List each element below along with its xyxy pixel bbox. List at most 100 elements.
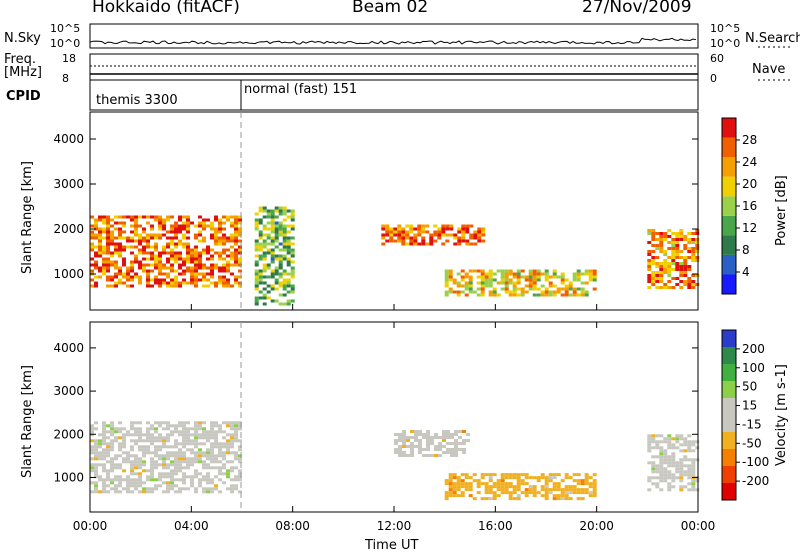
echo-cell	[214, 215, 218, 219]
echo-cell	[134, 442, 138, 446]
nave-tick-bottom: 0	[710, 72, 717, 85]
echo-cell	[254, 248, 259, 252]
echo-cell	[254, 239, 259, 243]
echo-cell	[202, 487, 206, 491]
echo-cell	[691, 286, 696, 289]
echo-cell	[186, 221, 190, 225]
echo-cell	[588, 269, 593, 273]
echo-cell	[679, 461, 684, 465]
echo-cell	[461, 224, 466, 228]
echo-cell	[488, 497, 493, 501]
echo-cell	[413, 233, 418, 237]
echo-cell	[238, 218, 242, 222]
echo-cell	[488, 479, 493, 483]
echo-cell	[651, 259, 656, 262]
echo-cell	[667, 241, 672, 244]
time-x-axis: 00:00 04:00 08:00 12:00 16:00 20:00 00:00	[73, 304, 715, 533]
echo-cell	[675, 232, 680, 235]
echo-cell	[572, 275, 577, 279]
echo-cell	[456, 494, 461, 498]
echo-cell	[462, 439, 466, 442]
echo-cell	[182, 472, 186, 476]
echo-cell	[560, 491, 565, 495]
echo-cell	[142, 251, 146, 255]
echo-cell	[102, 466, 106, 470]
echo-cell	[592, 275, 597, 279]
echo-cell	[226, 263, 230, 267]
echo-cell	[238, 275, 242, 279]
echo-cell	[150, 463, 154, 467]
echo-cell	[198, 481, 202, 485]
echo-cell	[198, 215, 202, 219]
echo-cell	[691, 247, 696, 250]
echo-cell	[441, 227, 446, 231]
echo-cell	[194, 442, 198, 446]
echo-cell	[202, 478, 206, 482]
echo-cell	[484, 275, 489, 279]
echo-cell	[190, 463, 194, 467]
echo-cell	[528, 281, 533, 285]
echo-cell	[178, 466, 182, 470]
echo-cell	[454, 445, 458, 448]
echo-cell	[389, 239, 394, 243]
echo-cell	[254, 224, 259, 228]
colorbar-swatch	[722, 176, 736, 197]
echo-cell	[274, 245, 279, 249]
echo-cell	[210, 254, 214, 258]
echo-cell	[500, 275, 505, 279]
echo-cell	[194, 487, 198, 491]
echo-cell	[663, 238, 668, 241]
echo-cell	[166, 275, 170, 279]
echo-cell	[90, 257, 94, 261]
echo-cell	[282, 239, 287, 243]
echo-cell	[430, 454, 434, 457]
echo-cell	[426, 436, 430, 439]
echo-cell	[580, 479, 585, 483]
echo-cell	[198, 239, 202, 243]
echo-cell	[647, 461, 652, 465]
echo-cell	[461, 230, 466, 234]
echo-cell	[174, 463, 178, 467]
echo-cell	[540, 284, 545, 288]
cpid-segment-1: themis 3300	[96, 93, 178, 108]
echo-cell	[194, 451, 198, 455]
echo-cell	[90, 233, 94, 237]
echo-cell	[110, 439, 114, 443]
echo-cell	[90, 263, 94, 267]
echo-cell	[441, 230, 446, 234]
echo-cell	[218, 445, 222, 449]
echo-cell	[174, 472, 178, 476]
echo-cell	[270, 299, 275, 303]
echo-cell	[222, 269, 226, 273]
echo-cell	[210, 236, 214, 240]
echo-cell	[198, 478, 202, 482]
echo-cell	[234, 427, 238, 431]
echo-cell	[258, 272, 263, 276]
echo-cell	[504, 473, 509, 477]
echo-cell	[500, 482, 505, 486]
echo-cell	[230, 451, 234, 455]
echo-cell	[290, 227, 295, 231]
echo-cell	[410, 445, 414, 448]
colorbar-swatch	[722, 466, 736, 483]
echo-cell	[520, 287, 525, 291]
nave-label: Nave	[752, 62, 786, 77]
echo-cell	[218, 221, 222, 225]
echo-cell	[114, 475, 118, 479]
echo-cell	[182, 272, 186, 276]
colorbar-swatch	[722, 449, 736, 466]
echo-cell	[194, 424, 198, 428]
echo-cell	[286, 224, 291, 228]
freq-unit-label: [MHz]	[4, 65, 42, 80]
echo-cell	[393, 239, 398, 243]
echo-cell	[162, 278, 166, 282]
echo-cell	[441, 233, 446, 237]
echo-cell	[94, 475, 98, 479]
echo-cell	[580, 281, 585, 285]
echo-cell	[238, 460, 242, 464]
echo-cell	[687, 473, 692, 477]
echo-cell	[472, 290, 477, 294]
echo-cell	[556, 473, 561, 477]
echo-cell	[532, 476, 537, 480]
echo-cell	[476, 269, 481, 273]
